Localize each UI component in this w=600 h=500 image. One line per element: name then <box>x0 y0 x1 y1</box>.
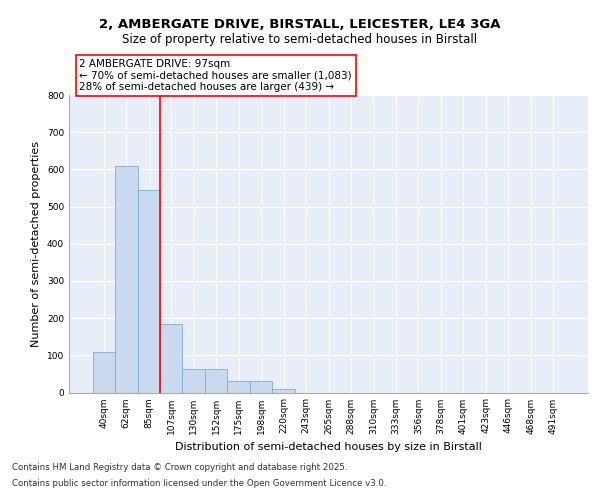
Bar <box>205 370 227 392</box>
Bar <box>92 352 115 393</box>
Bar <box>160 324 182 392</box>
Bar <box>182 370 205 392</box>
Text: Size of property relative to semi-detached houses in Birstall: Size of property relative to semi-detach… <box>122 34 478 46</box>
Bar <box>272 389 295 392</box>
Text: Contains HM Land Registry data © Crown copyright and database right 2025.: Contains HM Land Registry data © Crown c… <box>12 464 347 472</box>
Text: Contains public sector information licensed under the Open Government Licence v3: Contains public sector information licen… <box>12 478 386 488</box>
Bar <box>137 190 160 392</box>
Bar <box>115 166 137 392</box>
Bar <box>250 382 272 392</box>
Bar <box>227 382 250 392</box>
X-axis label: Distribution of semi-detached houses by size in Birstall: Distribution of semi-detached houses by … <box>175 442 482 452</box>
Y-axis label: Number of semi-detached properties: Number of semi-detached properties <box>31 141 41 347</box>
Text: 2 AMBERGATE DRIVE: 97sqm
← 70% of semi-detached houses are smaller (1,083)
28% o: 2 AMBERGATE DRIVE: 97sqm ← 70% of semi-d… <box>79 59 352 92</box>
Text: 2, AMBERGATE DRIVE, BIRSTALL, LEICESTER, LE4 3GA: 2, AMBERGATE DRIVE, BIRSTALL, LEICESTER,… <box>99 18 501 30</box>
